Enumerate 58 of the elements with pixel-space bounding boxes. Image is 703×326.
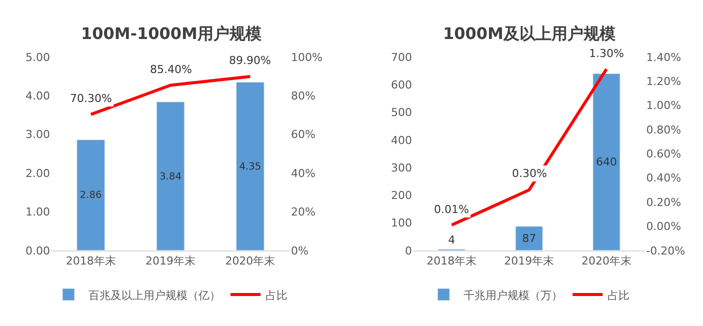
data-label: 4 [448,233,456,246]
bar [592,73,620,250]
y2-tick-label: 1.20% [646,75,682,88]
bar [236,82,264,250]
y2-tick-label: 1.40% [646,50,682,64]
data-label: 640 [596,156,617,168]
data-label: 70.30% [70,92,112,105]
y2-tick-label: 0% [291,244,308,258]
y-tick-label: 500 [390,106,412,120]
y-tick-label: 2.00 [25,166,50,180]
data-label: 4.35 [239,161,262,172]
y-tick-label: 200 [390,189,412,202]
y-tick-label: 600 [390,78,412,92]
y2-tick-label: 0.40% [646,172,682,185]
data-label: 1.30% [589,47,624,60]
x-tick-label: 2019年末 [504,254,554,268]
y-tick-label: 1.00 [25,206,50,219]
data-label: 2.86 [80,190,102,202]
legend-label: 占比 [608,288,630,302]
bar [76,140,106,250]
y2-tick-label: 0.80% [646,123,682,136]
x-tick-label: 2018年末 [426,254,477,268]
data-label: 0.30% [512,167,547,180]
y2-tick-label: 0.20% [646,196,682,209]
y-tick-label: 5.00 [25,50,50,64]
y2-tick-label: 20% [291,206,316,219]
chart-title: 100M-1000M用户规模 [81,24,262,43]
chart-title: 1000M及以上用户规模 [443,24,616,43]
x-tick-label: 2020年末 [225,254,276,268]
y-tick-label: 0 [404,244,412,258]
y2-tick-label: 60% [291,128,316,142]
bar [515,226,543,250]
y2-tick-label: 80% [291,90,316,103]
y-tick-label: 4.00 [25,90,50,103]
y-tick-label: 100 [390,216,412,230]
legend-label: 百兆及以上用户规模（亿） [88,288,221,302]
y-tick-label: 400 [390,134,412,147]
bar [156,102,185,250]
data-label: 85.40% [150,63,192,76]
y2-tick-label: 0.60% [646,148,682,161]
legend-label: 千兆用户规模（万） [464,288,563,302]
y-tick-label: 3.00 [25,128,50,142]
y-tick-label: 0.00 [25,244,50,258]
data-label: 0.01% [434,203,469,216]
y2-tick-label: 1.00% [646,99,682,112]
y-tick-label: 300 [390,161,412,174]
y2-tick-label: 100% [291,50,322,64]
data-label: 87 [522,232,536,245]
x-tick-label: 2019年末 [146,254,196,268]
y2-tick-label: 0.00% [646,220,682,234]
y2-tick-label: 40% [291,166,316,180]
x-tick-label: 2018年末 [66,254,116,268]
data-label: 89.90% [229,54,271,67]
data-label: 3.84 [160,171,182,182]
y2-tick-label: -0.20% [646,244,686,258]
legend-label: 占比 [266,288,288,302]
x-tick-label: 2020年末 [581,254,632,268]
y-tick-label: 700 [390,50,412,64]
